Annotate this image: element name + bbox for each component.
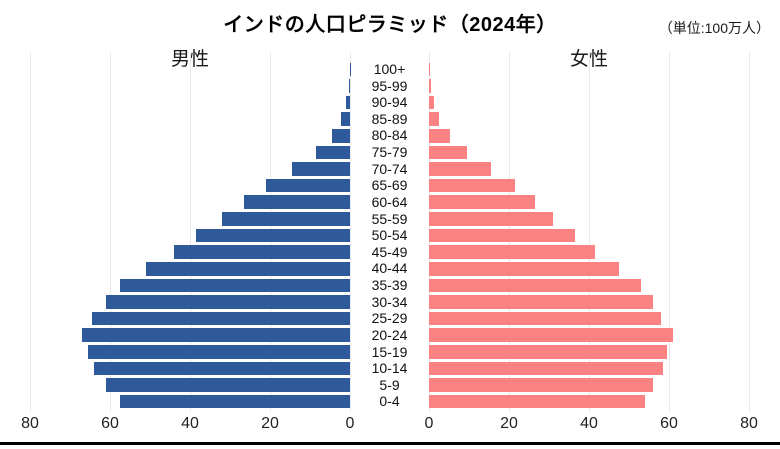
female-bar: [429, 195, 535, 210]
x-axis-tick-left: 20: [261, 415, 279, 432]
male-bar: [106, 295, 350, 309]
male-bar: [316, 145, 350, 160]
age-label: 50-54: [371, 227, 408, 244]
age-label: 45-49: [371, 243, 408, 260]
age-label: 20-24: [371, 326, 408, 343]
female-bar: [429, 95, 435, 110]
gridline: [29, 52, 31, 412]
female-bar: [429, 162, 491, 176]
gridline: [109, 52, 111, 412]
age-label: 30-34: [371, 293, 408, 310]
female-bar: [429, 328, 673, 342]
gridline: [668, 52, 670, 412]
gridline: [588, 52, 590, 412]
male-bar: [120, 278, 350, 293]
gridline: [189, 52, 191, 412]
male-bar: [120, 394, 350, 409]
age-label: 100+: [373, 61, 406, 77]
female-bar: [429, 278, 641, 293]
female-bar: [429, 311, 661, 326]
bottom-border-line: [0, 442, 780, 445]
male-bar: [332, 128, 350, 143]
female-bar: [429, 178, 515, 193]
age-label: 65-69: [371, 177, 408, 194]
x-axis-tick-right: 40: [580, 415, 598, 432]
female-bar: [429, 394, 645, 409]
x-axis-tick-right: 20: [500, 415, 518, 432]
male-bar: [88, 345, 350, 359]
x-axis-tick-right: 60: [660, 415, 678, 432]
age-label: 35-39: [371, 277, 408, 294]
age-label: 75-79: [371, 144, 408, 161]
x-axis-tick-left: 0: [345, 415, 355, 432]
female-bar: [429, 228, 575, 243]
male-bar: [222, 212, 350, 226]
age-label: 70-74: [371, 160, 408, 177]
age-label: 55-59: [371, 210, 408, 227]
female-bar: [429, 261, 619, 276]
male-bar: [266, 178, 350, 193]
male-bar: [146, 261, 350, 276]
male-bar: [292, 162, 350, 176]
age-label: 85-89: [371, 110, 408, 127]
male-bar: [196, 228, 350, 243]
unit-label: （単位:100万人）: [658, 20, 770, 36]
male-bar: [174, 245, 350, 259]
male-bar: [244, 195, 350, 210]
male-bar: [82, 328, 350, 342]
male-bar: [341, 112, 350, 126]
age-label: 10-14: [371, 360, 408, 377]
female-bar: [429, 345, 667, 359]
female-bar: [429, 295, 653, 309]
age-label: 60-64: [371, 193, 408, 210]
age-label: 40-44: [371, 260, 408, 277]
x-axis-tick-right: 80: [740, 415, 758, 432]
chart-title: インドの人口ピラミッド（2024年）: [223, 14, 557, 36]
male-bar: [92, 311, 350, 326]
age-label: 25-29: [371, 310, 408, 327]
female-bar: [429, 212, 553, 226]
age-label: 95-99: [371, 77, 408, 94]
female-bar: [429, 378, 653, 392]
male-bar: [348, 79, 350, 93]
age-label: 15-19: [371, 343, 408, 360]
male-bar: [106, 378, 350, 392]
female-bar: [429, 145, 467, 160]
x-axis-tick-left: 60: [101, 415, 119, 432]
gridline: [748, 52, 750, 412]
age-label: 90-94: [371, 94, 408, 111]
age-label: 5-9: [379, 376, 400, 393]
age-label: 0-4: [379, 393, 400, 410]
age-label: 80-84: [371, 127, 408, 144]
female-bar: [429, 361, 663, 376]
male-bar: [346, 95, 350, 110]
female-bar: [429, 112, 440, 126]
gridline: [349, 52, 351, 412]
female-bar: [429, 245, 595, 259]
female-bar: [429, 79, 431, 93]
male-bar: [94, 361, 350, 376]
x-axis-tick-left: 40: [181, 415, 199, 432]
female-bar: [429, 128, 451, 143]
x-axis-tick-right: 0: [424, 415, 434, 432]
x-axis-tick-left: 80: [21, 415, 39, 432]
